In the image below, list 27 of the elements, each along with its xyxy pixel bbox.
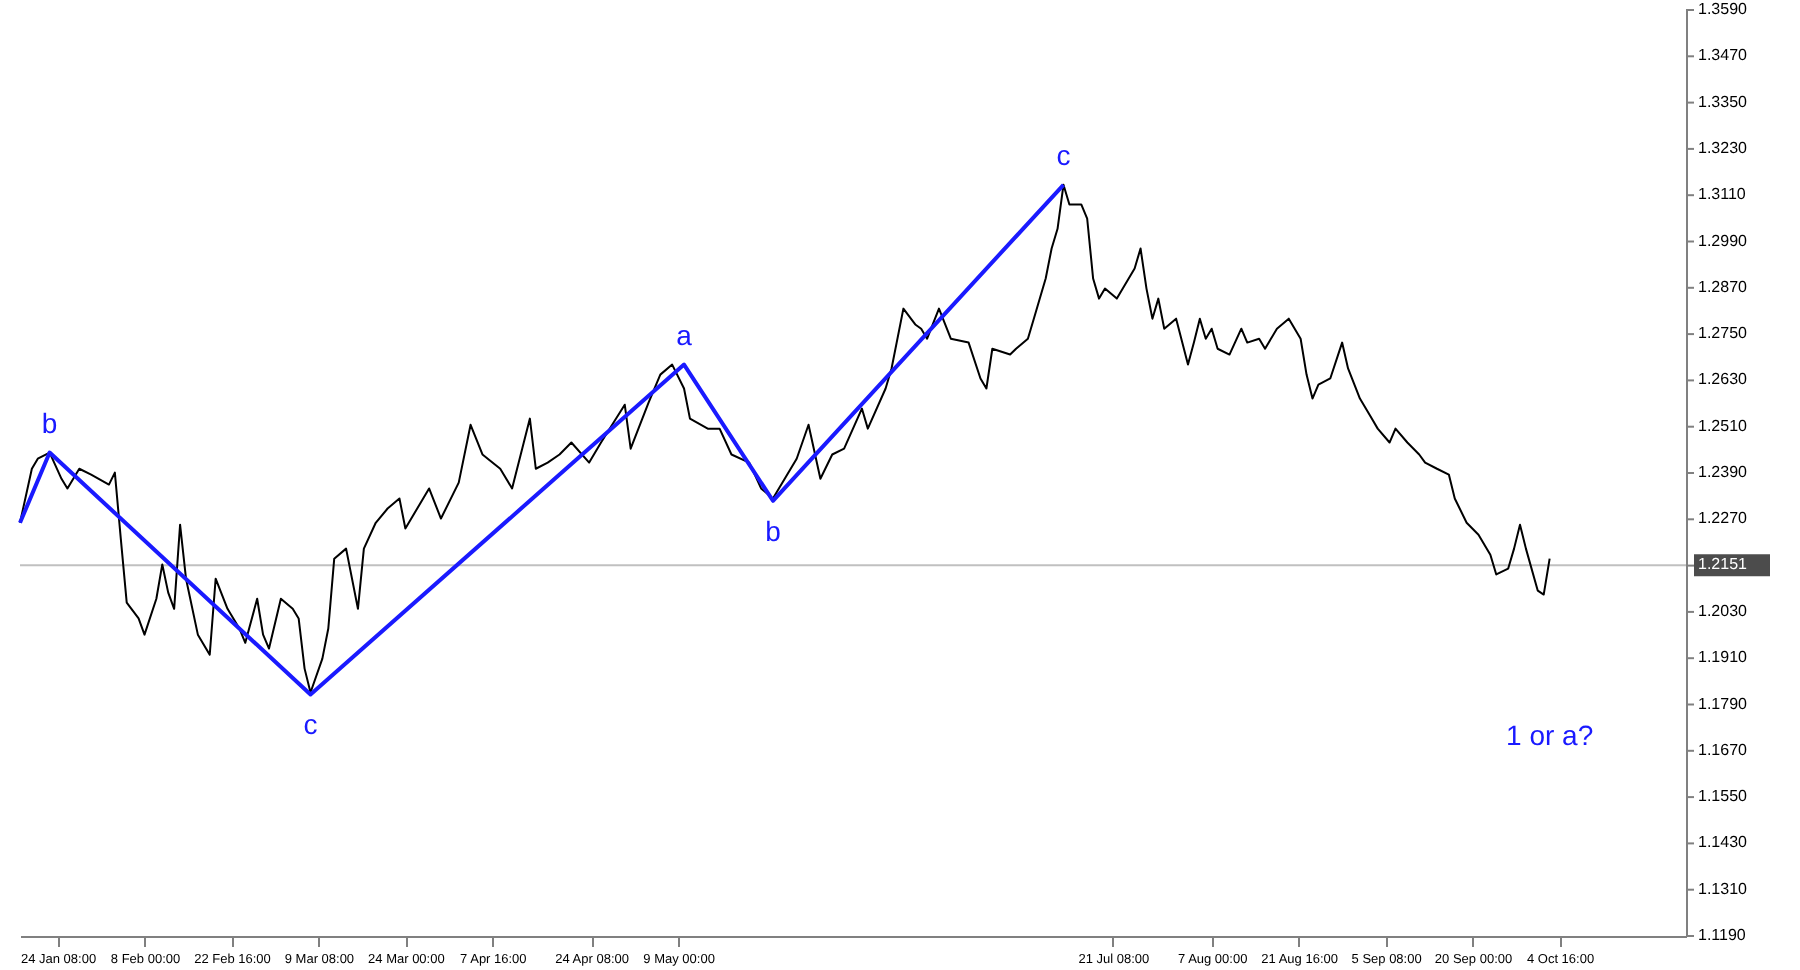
annotation: a (676, 318, 693, 351)
y-tick-label: 1.2030 (1698, 601, 1749, 620)
y-tick-label: 1.2510 (1698, 416, 1749, 435)
y-tick-label: 1.1310 (1698, 879, 1749, 898)
y-tick-label: 1.3230 (1698, 138, 1749, 157)
y-tick-label: 1.3590 (1698, 0, 1749, 18)
y-tick-label: 1.2630 (1698, 370, 1749, 389)
y-tick-label: 1.3350 (1698, 92, 1749, 111)
y-tick-label: 1.1670 (1698, 740, 1749, 759)
annotation: c (303, 708, 318, 741)
y-tick-label: 1.2870 (1698, 277, 1749, 296)
annotation: b (41, 406, 58, 439)
annotation: 1 or a? (1506, 718, 1594, 751)
y-tick-label: 1.3470 (1698, 46, 1749, 65)
y-tick-label: 1.3110 (1698, 185, 1747, 204)
y-tick-label: 1.1550 (1698, 787, 1749, 806)
y-tick-label: 1.1430 (1698, 833, 1749, 852)
y-tick-label: 1.1910 (1698, 648, 1749, 667)
y-tick-label: 1.1790 (1698, 694, 1749, 713)
y-tick-label: 1.2390 (1698, 463, 1749, 481)
annotation: b (765, 514, 782, 547)
annotation: c (1056, 138, 1071, 171)
y-tick-label: 1.2990 (1698, 231, 1749, 250)
y-tick-label: 1.2270 (1698, 509, 1749, 528)
y-tick-label: 1.1190 (1698, 926, 1747, 944)
ref-line-label: 1.2151 (1698, 555, 1749, 574)
y-tick-label: 1.2750 (1698, 324, 1749, 343)
